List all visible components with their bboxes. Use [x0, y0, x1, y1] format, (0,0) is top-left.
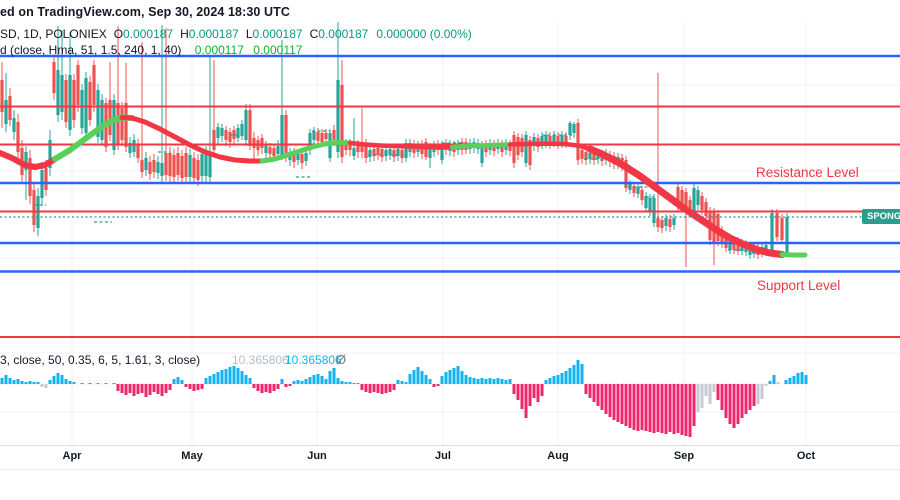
- support-level-label: Support Level: [757, 278, 841, 293]
- high-value: 0.000187: [188, 27, 239, 41]
- oscillator-value-cyan: 10.365806: [285, 353, 342, 367]
- month-label-sep: Sep: [673, 450, 695, 462]
- oscillator-hide-icon[interactable]: Ø: [336, 352, 347, 367]
- high-key: H: [180, 27, 189, 41]
- hma-value-1: 0.000117: [194, 43, 244, 57]
- close-value: 0.000187: [318, 27, 369, 41]
- open-value: 0.000187: [123, 27, 174, 41]
- last-price-flag: SPONGE: [862, 209, 900, 224]
- hma-indicator-legend: d (close, Hma, 51, 1.5, 240, 1, 40) 0.00…: [0, 43, 302, 57]
- low-value: 0.000187: [252, 27, 303, 41]
- month-label-apr: Apr: [62, 450, 82, 462]
- month-label-aug: Aug: [547, 450, 569, 462]
- month-label-may: May: [181, 450, 203, 462]
- hma-indicator-title: d (close, Hma, 51, 1.5, 240, 1, 40): [0, 43, 182, 57]
- month-label-oct: Oct: [796, 450, 816, 462]
- change-value: 0.000000 (0.00%): [376, 27, 472, 41]
- symbol-title: SD, 1D, POLONIEX: [0, 27, 107, 41]
- resistance-level-label: Resistance Level: [756, 165, 859, 180]
- close-key: C: [309, 27, 319, 41]
- published-line: ed on TradingView.com, Sep 30, 2024 18:3…: [0, 5, 291, 19]
- open-key: O: [113, 27, 124, 41]
- oscillator-value-gray: 10.365806: [232, 353, 289, 367]
- hma-value-2: 0.000117: [253, 43, 303, 57]
- low-key: L: [245, 27, 253, 41]
- month-label-jun: Jun: [307, 450, 327, 462]
- month-label-jul: Jul: [435, 450, 451, 462]
- oscillator-legend: 3, close, 50, 0.35, 6, 5, 1.61, 3, close…: [0, 353, 201, 367]
- symbol-legend: SD, 1D, POLONIEX O0.000187 H0.000187 L0.000…: [0, 27, 472, 41]
